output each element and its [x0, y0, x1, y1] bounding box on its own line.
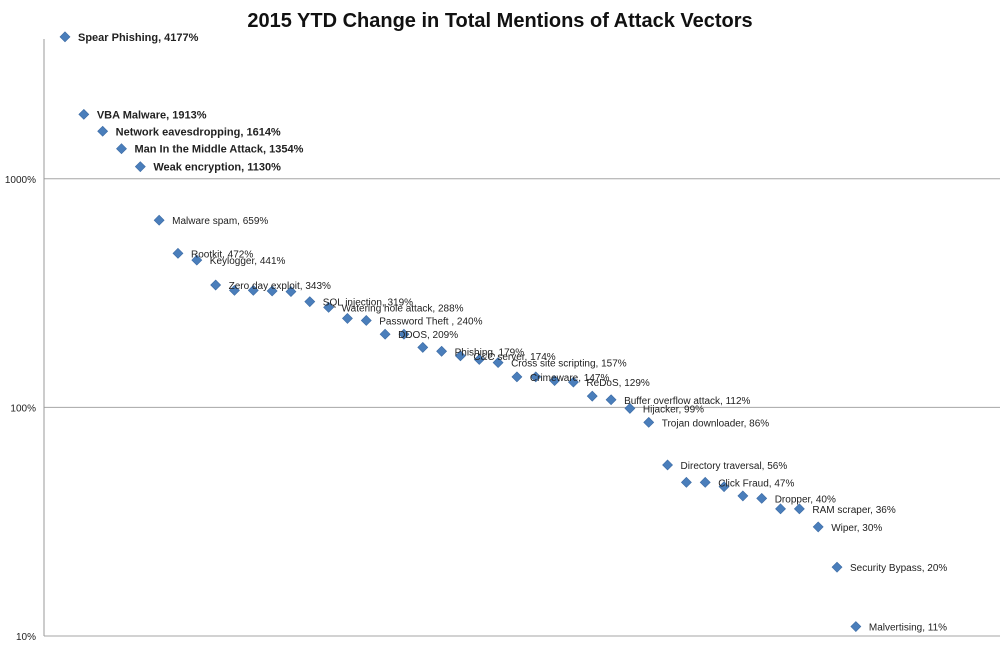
- data-point: [831, 561, 843, 573]
- y-tick-label: 1000%: [5, 175, 36, 186]
- data-point: [97, 125, 109, 137]
- data-points: [59, 31, 862, 632]
- data-label: Click Fraud, 47%: [718, 478, 794, 489]
- data-label: RAM scraper, 36%: [812, 505, 895, 516]
- data-label: Hijacker, 99%: [643, 404, 704, 415]
- data-point: [699, 476, 711, 488]
- data-label: Malvertising, 11%: [869, 623, 947, 634]
- data-point: [662, 459, 673, 471]
- data-label: Directory traversal, 56%: [681, 461, 788, 472]
- y-tick-label: 100%: [10, 403, 36, 414]
- data-label: Crimeware, 147%: [530, 373, 610, 384]
- data-point: [191, 254, 203, 266]
- data-label: Zero day exploit, 343%: [229, 281, 331, 292]
- data-point: [624, 402, 636, 414]
- data-point: [172, 247, 184, 259]
- data-labels: Spear Phishing, 4177% VBA Malware, 1913% N…: [78, 32, 947, 634]
- data-point: [643, 416, 655, 428]
- data-point: [586, 390, 598, 402]
- data-point: [342, 313, 353, 324]
- data-point: [229, 284, 240, 296]
- y-tick-labels: 10% 100% 1000%: [5, 175, 36, 643]
- data-label: Man In the Middle Attack, 1354%: [134, 144, 303, 156]
- data-point: [473, 354, 485, 365]
- data-label: Weak encryption, 1130%: [153, 162, 281, 174]
- data-point: [210, 279, 222, 291]
- data-label: Keylogger, 441%: [210, 256, 286, 267]
- data-point: [323, 301, 335, 313]
- data-label: ReDoS, 129%: [586, 378, 649, 389]
- data-point: [511, 371, 523, 383]
- data-point: [530, 371, 542, 383]
- data-label: SQL injection, 319%: [323, 298, 413, 309]
- data-point: [756, 492, 768, 504]
- data-label: Rootkit, 472%: [191, 249, 253, 260]
- data-point: [737, 490, 749, 502]
- data-point: [492, 357, 504, 369]
- data-point: [134, 161, 146, 173]
- data-point: [549, 375, 561, 387]
- data-point: [812, 521, 824, 533]
- data-label: DDOS, 209%: [398, 330, 458, 341]
- data-point: [304, 296, 316, 308]
- data-label: Malware spam, 659%: [172, 216, 268, 227]
- data-label: Password Theft , 240%: [379, 316, 482, 327]
- gridlines: [44, 178, 1000, 637]
- y-tick-label: 10%: [16, 632, 36, 643]
- data-point: [436, 345, 448, 357]
- data-point: [775, 503, 786, 515]
- data-point: [116, 143, 127, 155]
- data-point: [718, 481, 730, 493]
- data-label: VBA Malware, 1913%: [97, 109, 207, 121]
- data-point: [417, 341, 429, 353]
- data-label: Phishing, 179%: [455, 347, 525, 358]
- data-label: Watering hole attack, 288%: [342, 303, 464, 314]
- chart-title: 2015 YTD Change in Total Mentions of Att…: [247, 10, 753, 32]
- data-point: [59, 31, 71, 43]
- data-point: [850, 621, 862, 632]
- data-point: [78, 108, 90, 120]
- data-label: Cross site scripting, 157%: [511, 359, 627, 370]
- data-point: [379, 328, 391, 340]
- data-point: [247, 284, 259, 296]
- data-point: [567, 376, 579, 388]
- data-label: Security Bypass, 20%: [850, 563, 947, 574]
- data-label: Network eavesdropping, 1614%: [116, 126, 281, 138]
- data-point: [360, 315, 372, 326]
- data-point: [605, 394, 617, 406]
- data-label: Buffer overflow attack, 112%: [624, 396, 750, 407]
- data-point: [153, 214, 165, 226]
- data-label: Trojan downloader, 86%: [662, 418, 770, 429]
- data-point: [680, 476, 692, 488]
- data-point: [455, 350, 466, 362]
- data-point: [793, 503, 805, 515]
- data-point: [398, 328, 410, 340]
- data-label: C&C server, 174%: [473, 352, 555, 363]
- data-point: [285, 286, 297, 298]
- data-point: [266, 285, 278, 297]
- data-label: Spear Phishing, 4177%: [78, 32, 199, 44]
- data-label: Dropper, 40%: [775, 494, 836, 505]
- data-label: Wiper, 30%: [831, 523, 882, 534]
